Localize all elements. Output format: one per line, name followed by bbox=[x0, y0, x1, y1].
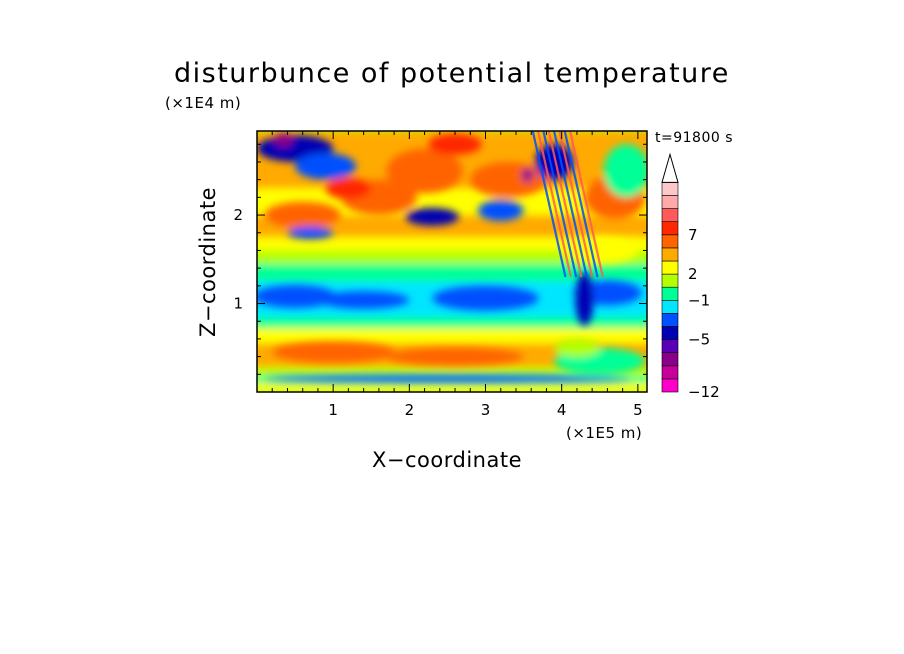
field-band-4 bbox=[257, 328, 647, 344]
x-tick-label: 5 bbox=[633, 401, 643, 419]
colorbar-level-0 bbox=[661, 378, 679, 393]
field-blob-13 bbox=[470, 161, 547, 198]
chart-title: disturbunce of potential temperature bbox=[174, 58, 730, 89]
x-axis-label: X−coordinate bbox=[372, 448, 522, 472]
wave-streaks bbox=[531, 131, 604, 278]
field-blob-4 bbox=[575, 272, 594, 326]
colorbar-label: −12 bbox=[688, 383, 720, 401]
colorbar-level-6 bbox=[661, 299, 679, 314]
field-blob-25 bbox=[274, 132, 293, 147]
wave-streak-0 bbox=[531, 131, 567, 278]
wave-streak-5 bbox=[558, 131, 594, 278]
x-tick-label: 3 bbox=[481, 401, 491, 419]
field-blob-1 bbox=[317, 291, 410, 309]
colorbar-label: 7 bbox=[688, 226, 698, 244]
y-tick-label: 2 bbox=[233, 206, 243, 224]
colorbar-level-9 bbox=[661, 260, 679, 275]
field-band-7 bbox=[257, 263, 647, 282]
field-blob-24 bbox=[561, 237, 638, 264]
colorbar-level-4 bbox=[661, 326, 679, 340]
contour-field bbox=[257, 131, 647, 392]
colorbar-level-3 bbox=[661, 339, 679, 354]
wave-streak-2 bbox=[542, 131, 578, 278]
field-bands bbox=[257, 131, 647, 392]
field-blob-8 bbox=[554, 338, 600, 357]
colorbar-level-1 bbox=[661, 365, 679, 380]
plot-axes: 1 2 3 4 5 1 2 bbox=[233, 130, 648, 419]
colorbar-label: −1 bbox=[688, 291, 710, 309]
field-blob-21 bbox=[428, 133, 482, 155]
time-label: t=91800 s bbox=[655, 130, 733, 146]
x-tick-label: 2 bbox=[405, 401, 415, 419]
colorbar-extend-arrow bbox=[661, 152, 679, 183]
colorbar-level-14 bbox=[661, 195, 679, 209]
colorbar-level-13 bbox=[661, 208, 679, 223]
colorbar: −12−5−127 bbox=[661, 152, 720, 401]
field-blob-18 bbox=[477, 200, 524, 222]
field-band-2 bbox=[257, 367, 647, 377]
wave-streak-1 bbox=[537, 131, 572, 278]
colorbar-level-5 bbox=[661, 313, 679, 327]
field-blob-23 bbox=[603, 144, 647, 198]
x-tick-label: 1 bbox=[328, 401, 338, 419]
field-blob-16 bbox=[295, 153, 357, 180]
colorbar-level-11 bbox=[661, 234, 679, 249]
field-blob-26 bbox=[521, 168, 534, 183]
colorbar-level-2 bbox=[661, 352, 679, 367]
colorbar-label: −5 bbox=[688, 331, 710, 349]
field-blob-10 bbox=[264, 201, 341, 229]
field-blob-2 bbox=[432, 285, 539, 311]
field-blobs bbox=[257, 132, 647, 383]
colorbar-level-8 bbox=[661, 273, 679, 288]
colorbar-level-15 bbox=[661, 182, 679, 196]
field-blob-6 bbox=[386, 347, 524, 366]
field-blob-5 bbox=[272, 341, 395, 363]
wave-streak-4 bbox=[552, 131, 588, 278]
plot-frame bbox=[256, 130, 648, 393]
colorbar-label: 2 bbox=[688, 265, 698, 283]
field-blob-9 bbox=[264, 375, 631, 383]
x-axis-unit: (×1E5 m) bbox=[566, 424, 643, 442]
field-band-5 bbox=[257, 316, 647, 329]
colorbar-level-7 bbox=[661, 286, 679, 301]
z-axis-unit: (×1E4 m) bbox=[165, 94, 242, 112]
field-band-9 bbox=[257, 237, 647, 251]
colorbar-level-10 bbox=[661, 247, 679, 262]
field-blob-12 bbox=[386, 148, 463, 193]
wave-streak-6 bbox=[563, 131, 599, 278]
field-blob-17 bbox=[405, 207, 459, 226]
field-blob-0 bbox=[257, 284, 337, 308]
wave-streak-7 bbox=[568, 131, 604, 278]
colorbar-level-12 bbox=[661, 221, 679, 236]
field-band-8 bbox=[257, 250, 647, 264]
field-band-10 bbox=[257, 215, 647, 238]
y-tick-label: 1 bbox=[233, 295, 243, 313]
field-blob-19 bbox=[287, 226, 334, 239]
x-tick-label: 4 bbox=[557, 401, 567, 419]
field-band-0 bbox=[257, 383, 647, 392]
field-blob-22 bbox=[325, 177, 372, 200]
wave-streak-3 bbox=[547, 131, 583, 278]
